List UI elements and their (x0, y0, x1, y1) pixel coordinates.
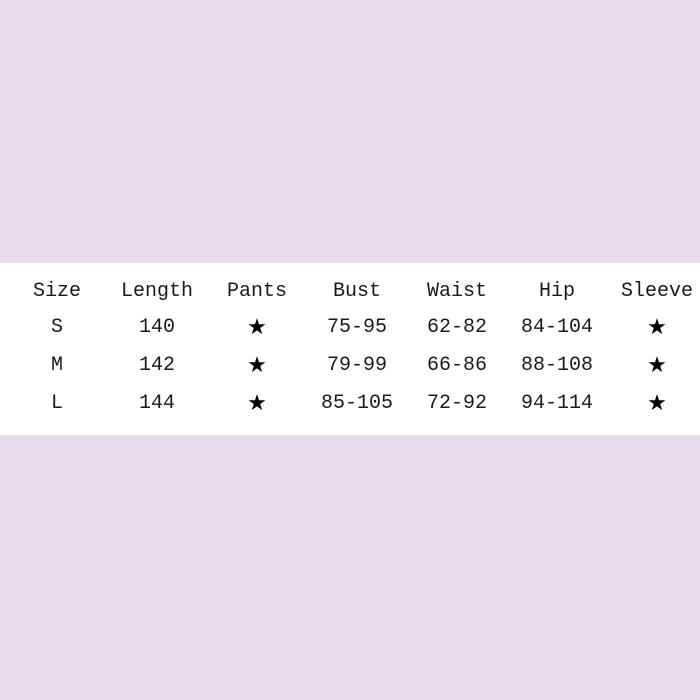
table-cell: S (50, 316, 63, 339)
table-cell: 88-108 (520, 354, 593, 377)
column-header-bust: Bust (332, 280, 381, 303)
column-header-pants: Pants (226, 280, 287, 303)
table-cell: M (50, 354, 63, 377)
table-cell: 94-114 (520, 392, 593, 415)
star-icon: ★ (247, 353, 267, 378)
column-header-waist: Waist (426, 280, 487, 303)
size-chart-table: Size Length Pants Bust Waist Hip Sleeve S 140 ★ 75… (0, 263, 700, 435)
table-cell: 79-99 (326, 354, 387, 377)
column-header-sleeve: Sleeve (620, 280, 693, 303)
star-icon: ★ (247, 391, 267, 416)
column-header-hip: Hip (538, 280, 575, 303)
table-cell: 140 (138, 316, 175, 339)
table-cell: 144 (138, 392, 175, 415)
column-header-size: Size (32, 280, 81, 303)
table-cell: L (50, 392, 63, 415)
table-cell: 75-95 (326, 316, 387, 339)
table-cell: 62-82 (426, 316, 487, 339)
star-icon: ★ (647, 391, 667, 416)
star-icon: ★ (247, 315, 267, 340)
column-header-length: Length (120, 280, 193, 303)
table-cell: 84-104 (520, 316, 593, 339)
table-cell: 66-86 (426, 354, 487, 377)
table-cell: 72-92 (426, 392, 487, 415)
table-cell: 142 (138, 354, 175, 377)
star-icon: ★ (647, 353, 667, 378)
table-cell: 85-105 (320, 392, 393, 415)
star-icon: ★ (647, 315, 667, 340)
